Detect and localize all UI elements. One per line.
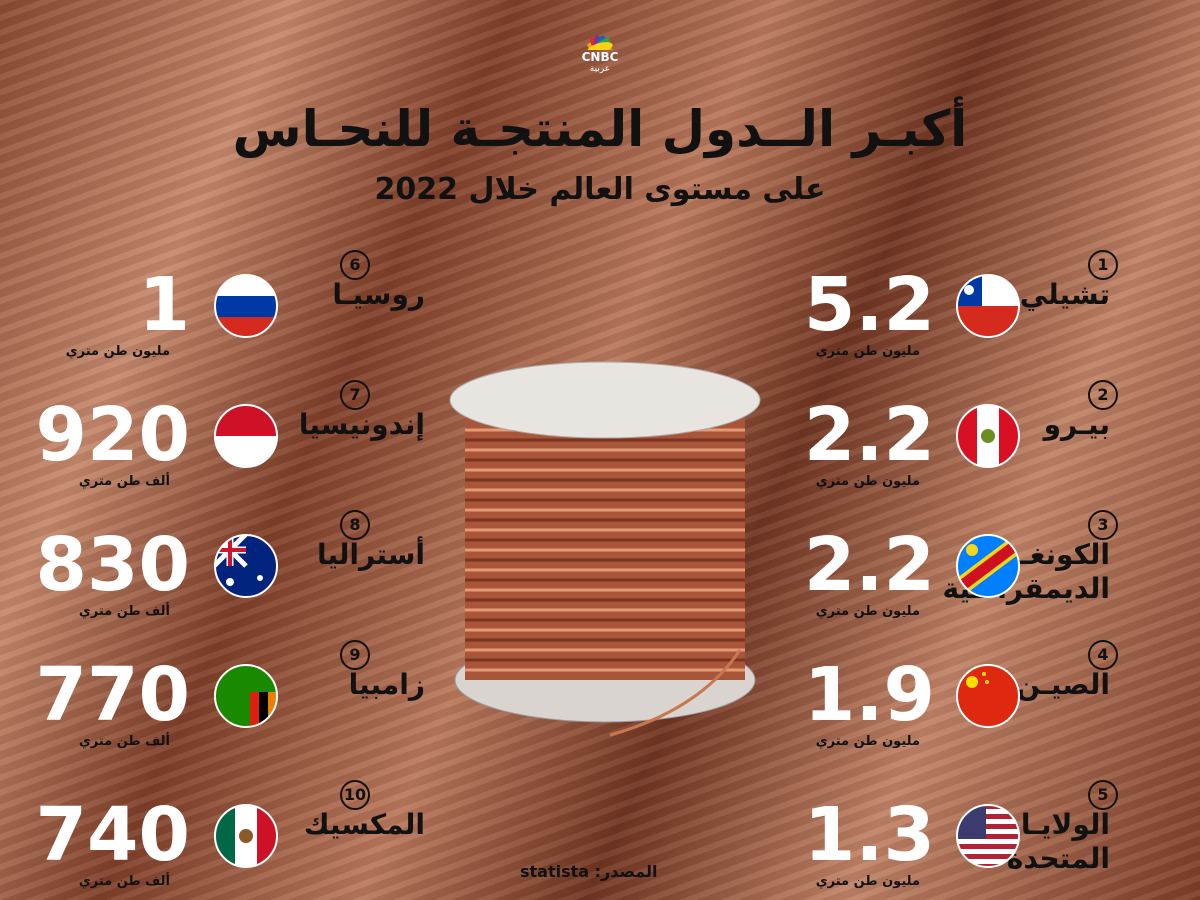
- logo-text: CNBC: [581, 50, 619, 64]
- flag-icon: [956, 274, 1020, 338]
- value: 2.2: [803, 522, 935, 608]
- rank-badge: 5: [1088, 780, 1118, 810]
- source-name: statista: [520, 862, 590, 881]
- rank-badge: 4: [1088, 640, 1118, 670]
- flag-icon: [956, 804, 1020, 868]
- country-name: روسيـا: [332, 278, 425, 311]
- rank-badge: 8: [340, 510, 370, 540]
- flag: [956, 274, 1020, 338]
- value: 1: [138, 262, 191, 348]
- flag: [956, 804, 1020, 868]
- unit: ألف طن متري: [78, 474, 170, 489]
- source-label: المصدر:: [594, 862, 658, 881]
- value: 770: [35, 652, 190, 738]
- value: 830: [35, 522, 190, 608]
- flag-icon: [956, 534, 1020, 598]
- flag: [956, 404, 1020, 468]
- rank-badge: 6: [340, 250, 370, 280]
- flag-icon: [956, 404, 1020, 468]
- title: أكبـر الــدول المنتجـة للنحـاس: [232, 100, 968, 158]
- unit: مليون طن متري: [815, 604, 920, 619]
- flag: [214, 804, 278, 868]
- country-name: إندونيسيا: [298, 408, 425, 441]
- unit: ألف طن متري: [78, 874, 170, 889]
- logo-peacock: [587, 35, 613, 50]
- unit: مليون طن متري: [815, 474, 920, 489]
- value: 5.2: [803, 262, 935, 348]
- value: 920: [35, 392, 190, 478]
- country-name: الصيـن: [1016, 668, 1110, 701]
- rank-badge: 10: [340, 780, 370, 810]
- value: 2.2: [803, 392, 935, 478]
- country-name: أستراليا: [316, 538, 425, 571]
- logo: CNBC عربية: [560, 24, 640, 74]
- unit: ألف طن متري: [78, 604, 170, 619]
- value: 1.3: [803, 792, 935, 878]
- value: 740: [35, 792, 190, 878]
- country-name: بيـرو: [1043, 408, 1110, 441]
- country-name: تشيلي: [1019, 278, 1110, 311]
- flag-icon: [214, 804, 278, 868]
- flag: [214, 404, 278, 468]
- rank-badge: 2: [1088, 380, 1118, 410]
- logo-sub: عربية: [589, 64, 611, 74]
- rank-badge: 7: [340, 380, 370, 410]
- country-name: المكسيك: [303, 808, 425, 841]
- rank-badge: 1: [1088, 250, 1118, 280]
- copper-spool: [449, 361, 761, 737]
- unit: مليون طن متري: [815, 734, 920, 749]
- flag-icon: [214, 664, 278, 728]
- flag: [214, 664, 278, 728]
- flag: [214, 274, 278, 338]
- flag: [956, 534, 1020, 598]
- rank-badge: 3: [1088, 510, 1118, 540]
- unit: مليون طن متري: [815, 344, 920, 359]
- flag-icon: [214, 534, 278, 598]
- flag: [956, 664, 1020, 728]
- rank-badge: 9: [340, 640, 370, 670]
- flag-icon: [214, 404, 278, 468]
- unit: مليون طن متري: [65, 344, 170, 359]
- country-name: زامبيا: [348, 668, 425, 701]
- flag-icon: [956, 664, 1020, 728]
- flag: [214, 534, 278, 598]
- source: المصدر: statista: [520, 862, 658, 881]
- value: 1.9: [803, 652, 935, 738]
- unit: مليون طن متري: [815, 874, 920, 889]
- subtitle: على مستوى العالم خلال 2022: [374, 172, 826, 207]
- unit: ألف طن متري: [78, 734, 170, 749]
- flag-icon: [214, 274, 278, 338]
